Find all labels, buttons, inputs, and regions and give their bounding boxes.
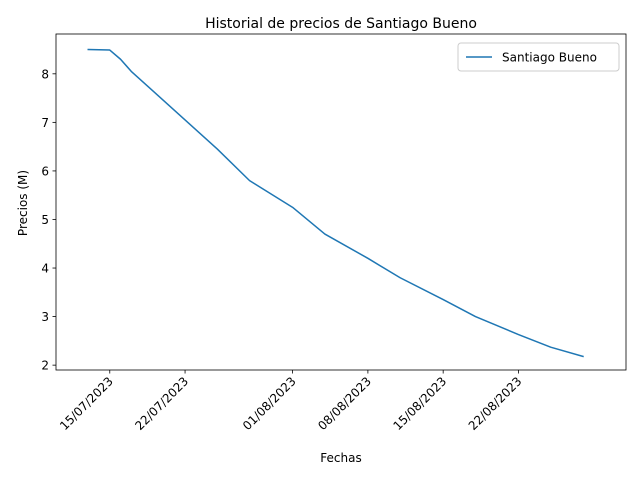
series-line	[87, 48, 584, 358]
x-tick-label: 15/07/2023	[57, 374, 116, 433]
y-tick-label: 4	[41, 262, 49, 276]
y-tick-label: 5	[41, 213, 49, 227]
y-tick-label: 8	[41, 67, 49, 81]
plot-area	[55, 33, 627, 371]
x-tick-label: 22/08/2023	[466, 374, 525, 433]
legend-box	[457, 42, 620, 72]
x-tick-label: 08/08/2023	[315, 374, 374, 433]
series-layer	[87, 48, 584, 358]
y-axis: 2 3 4 5 6 7 8	[41, 67, 56, 373]
chart-title: Historial de precios de Santiago Bueno	[205, 16, 477, 32]
legend: Santiago Bueno	[457, 42, 620, 72]
x-axis: 15/07/2023 22/07/2023 01/08/2023 08/08/2023…	[57, 370, 525, 433]
legend-label: Santiago Bueno	[502, 51, 597, 65]
y-axis-label: Precios (M)	[16, 170, 30, 236]
y-tick-label: 6	[41, 164, 49, 178]
y-tick-label: 2	[41, 359, 49, 373]
y-tick-label: 7	[41, 116, 49, 130]
x-tick-label: 15/08/2023	[390, 374, 449, 433]
x-tick-label: 01/08/2023	[240, 374, 299, 433]
x-tick-label: 22/07/2023	[132, 374, 191, 433]
y-tick-label: 3	[41, 310, 49, 324]
x-axis-label: Fechas	[320, 451, 361, 465]
